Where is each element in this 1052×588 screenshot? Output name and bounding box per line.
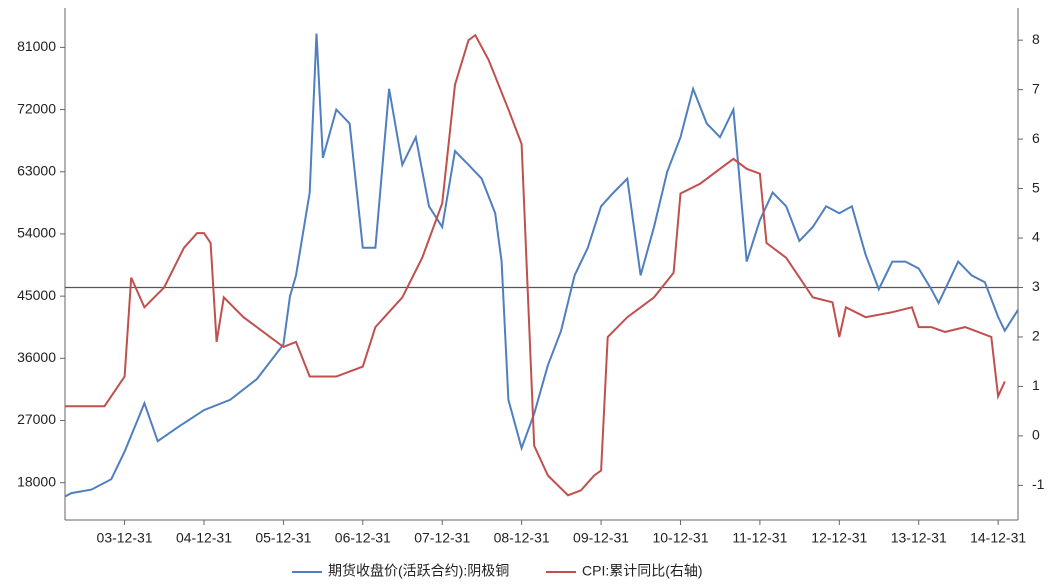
- x-tick-label: 06-12-31: [335, 530, 391, 546]
- y-tick-label: 45000: [17, 287, 56, 303]
- y2-tick-label: 1: [1032, 377, 1040, 393]
- legend-label: CPI:累计同比(右轴): [582, 563, 703, 579]
- x-tick-label: 07-12-31: [414, 530, 470, 546]
- x-tick-label: 13-12-31: [891, 530, 947, 546]
- y-tick-label: 63000: [17, 162, 56, 178]
- x-tick-label: 05-12-31: [255, 530, 311, 546]
- x-tick-label: 04-12-31: [176, 530, 232, 546]
- y2-tick-label: 0: [1032, 427, 1040, 443]
- y2-tick-label: 5: [1032, 179, 1040, 195]
- y2-tick-label: 8: [1032, 31, 1040, 47]
- y-tick-label: 81000: [17, 38, 56, 54]
- x-tick-label: 10-12-31: [652, 530, 708, 546]
- y-tick-label: 36000: [17, 349, 56, 365]
- y-tick-label: 18000: [17, 473, 56, 489]
- y2-tick-label: 6: [1032, 130, 1040, 146]
- x-tick-label: 12-12-31: [811, 530, 867, 546]
- y-tick-label: 54000: [17, 225, 56, 241]
- series-line: [65, 33, 1006, 497]
- y-tick-label: 27000: [17, 411, 56, 427]
- y2-tick-label: -1: [1032, 476, 1045, 492]
- x-tick-label: 03-12-31: [97, 530, 153, 546]
- series-line: [64, 33, 1019, 498]
- y2-tick-label: 3: [1032, 278, 1040, 294]
- x-tick-label: 11-12-31: [732, 530, 787, 546]
- y2-tick-label: 7: [1032, 80, 1040, 96]
- x-tick-label: 08-12-31: [494, 530, 550, 546]
- x-tick-label: 14-12-31: [970, 530, 1026, 546]
- x-tick-label: 09-12-31: [573, 530, 629, 546]
- y-tick-label: 72000: [17, 100, 56, 116]
- legend-label: 期货收盘价(活跃合约):阴极铜: [328, 563, 509, 579]
- y2-tick-label: 4: [1032, 229, 1040, 245]
- y2-tick-label: 2: [1032, 328, 1040, 344]
